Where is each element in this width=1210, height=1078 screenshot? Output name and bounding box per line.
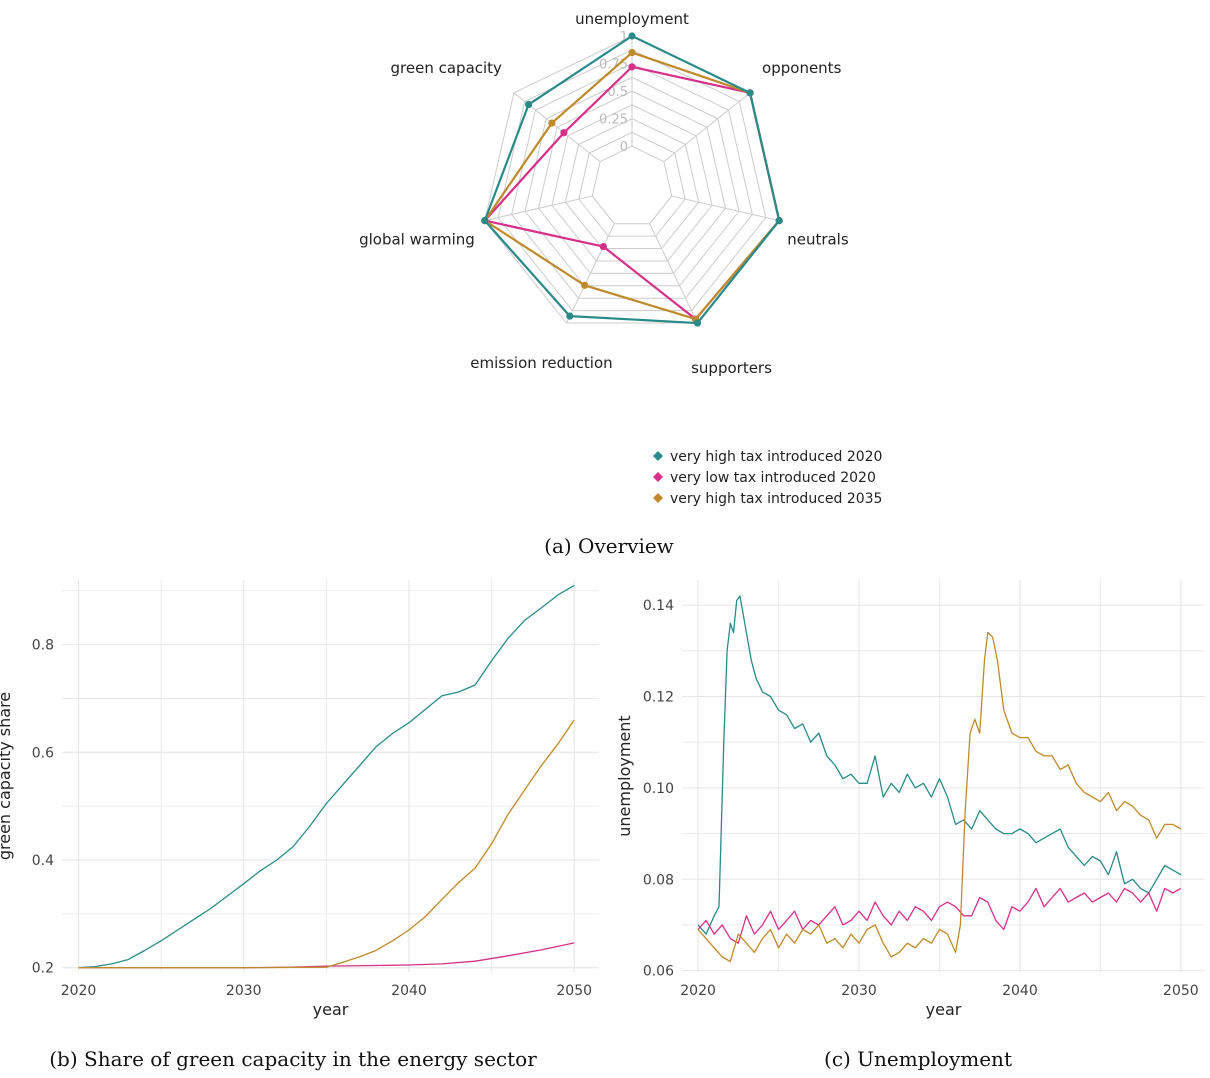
radar-spoke	[671, 195, 780, 222]
radar-axis-label-unemployment: unemployment	[575, 10, 689, 28]
y-tick-label: 0.14	[643, 598, 674, 614]
radar-point	[628, 63, 636, 71]
radar-legend: very high tax introduced 2020 very low ta…	[653, 449, 882, 507]
radar-point	[775, 217, 783, 225]
radar-chart: 00.250.50.751unemploymentopponentsneutra…	[359, 10, 849, 377]
line-series-very-high-tax-introduced-2035	[78, 719, 575, 969]
x-tick-label: 2050	[556, 983, 592, 999]
line-series-very-high-tax-introduced-2020	[78, 584, 575, 969]
radar-point	[524, 100, 533, 109]
radar-point	[746, 89, 754, 97]
x-tick-label: 2020	[680, 983, 716, 999]
y-tick-label: 0.12	[643, 690, 674, 706]
caption-unemployment: (c) Unemployment	[824, 1047, 1012, 1071]
y-tick-label: 0.08	[643, 872, 674, 888]
radar-grid-ring	[564, 118, 700, 250]
radar-axis-label-green-capacity: green capacity	[391, 59, 503, 77]
radar-grid-ring	[537, 90, 727, 274]
radar-point	[560, 129, 568, 137]
radar-spoke	[649, 223, 698, 324]
line-series-very-high-tax-introduced-2020	[697, 595, 1182, 935]
radar-point	[628, 32, 636, 40]
x-tick-label: 2030	[226, 983, 262, 999]
radar-axis-label-opponents: opponents	[762, 59, 842, 77]
y-tick-label: 0.6	[32, 745, 54, 761]
y-tick-label: 0.2	[32, 961, 54, 977]
unemployment-chart: 2020 2030 2040 2050 0.06 0.08 0.10 0.12 0.14 year…	[615, 580, 1205, 1019]
x-tick-label: 2040	[391, 983, 427, 999]
y-tick-label: 0.06	[643, 964, 674, 980]
y-axis-title: unemployment	[615, 715, 634, 836]
radar-grid-ring	[578, 131, 686, 237]
radar-point	[693, 319, 702, 327]
green-capacity-chart: 2020 2030 2040 2050 0.2 0.4 0.6 0.8 year green ca…	[0, 580, 599, 1019]
radar-series-very-high-tax-introduced-2020	[483, 34, 781, 325]
legend-label-very-high-tax-introduced-2020: very high tax introduced 2020	[670, 449, 882, 465]
x-tick-label: 2040	[1002, 983, 1038, 999]
radar-tick-label: 0.25	[599, 113, 628, 128]
line-series-very-high-tax-introduced-2035	[697, 631, 1182, 963]
y-tick-label: 0.10	[643, 781, 674, 797]
radar-grid-ring	[591, 145, 673, 225]
radar-point	[481, 217, 489, 225]
radar-axis-label-supporters: supporters	[691, 359, 772, 377]
x-axis-title: year	[926, 1000, 962, 1019]
legend-label-very-high-tax-introduced-2035: very high tax introduced 2035	[670, 491, 882, 507]
radar-point	[566, 312, 574, 320]
caption-green-capacity: (b) Share of green capacity in the energ…	[49, 1047, 537, 1071]
radar-axis-label-neutrals: neutrals	[787, 231, 849, 249]
caption-overview: (a) Overview	[544, 534, 674, 558]
radar-axis-label-emission-reduction: emission reduction	[470, 354, 612, 372]
radar-point	[628, 48, 636, 57]
legend-label-very-low-tax-introduced-2020: very low tax introduced 2020	[670, 470, 876, 486]
radar-grid-ring	[497, 49, 767, 312]
radar-axis-label-global-warming: global warming	[359, 231, 475, 249]
radar-point	[581, 281, 589, 289]
radar-spoke	[484, 195, 593, 222]
radar-point	[548, 119, 556, 127]
radar-spoke	[566, 223, 615, 324]
y-tick-label: 0.4	[32, 853, 54, 869]
radar-point	[599, 242, 607, 251]
radar-grid-ring	[524, 76, 740, 287]
radar-tick-label: 0.5	[607, 85, 628, 100]
x-tick-label: 2030	[841, 983, 877, 999]
x-tick-label: 2020	[61, 983, 97, 999]
legend-marker-very-high-tax-introduced-2020	[653, 451, 663, 461]
radar-tick-label: 1	[620, 30, 628, 45]
x-tick-label: 2050	[1163, 983, 1199, 999]
legend-marker-very-low-tax-introduced-2020	[653, 472, 663, 482]
radar-tick-label: 0	[620, 140, 628, 155]
y-axis-title: green capacity share	[0, 692, 14, 860]
radar-spoke	[663, 92, 751, 162]
y-tick-label: 0.8	[32, 638, 54, 654]
x-axis-title: year	[313, 1000, 349, 1019]
line-series-very-low-tax-introduced-2020	[697, 887, 1182, 944]
radar-grid-ring	[551, 104, 713, 262]
radar-grid-ring	[511, 63, 753, 299]
legend-marker-very-high-tax-introduced-2035	[653, 493, 663, 503]
